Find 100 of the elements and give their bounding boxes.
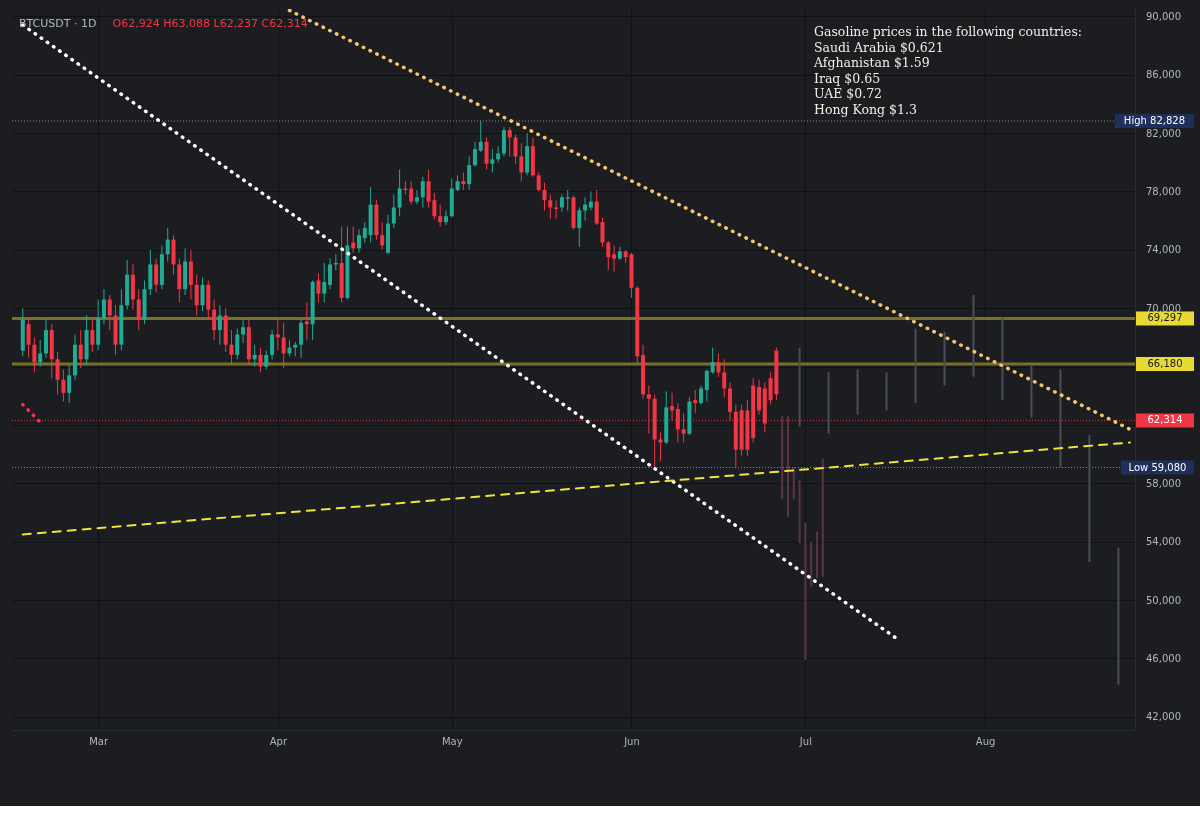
text: O62,924 H63,088 L62,237 C62,314 <box>112 17 308 30</box>
candlestick <box>322 262 327 303</box>
ref-line-label: 69,297 <box>1147 312 1183 324</box>
candlestick <box>26 317 31 359</box>
annotation: Iraq $0.65 <box>814 70 881 86</box>
candlestick <box>90 317 95 353</box>
candlestick <box>107 294 112 331</box>
candlestick <box>577 206 582 248</box>
y-tick-label: 90,000 <box>1146 10 1181 22</box>
annotation: Hong Kong $1.3 <box>814 102 917 117</box>
candlestick <box>821 458 824 577</box>
candlestick <box>612 244 617 273</box>
candlestick <box>200 277 205 312</box>
candlestick <box>217 304 222 346</box>
candlestick <box>1117 547 1120 685</box>
candlestick <box>194 274 199 316</box>
y-tick-label: 82,000 <box>1146 127 1181 139</box>
candlestick <box>78 329 83 369</box>
candlestick <box>270 329 275 360</box>
y-tick-label: 42,000 <box>1146 711 1181 723</box>
candlestick <box>357 228 362 254</box>
x-tick-label: Mar <box>89 735 109 747</box>
candlestick <box>55 351 60 395</box>
candlestick <box>264 350 269 370</box>
y-tick-label: 50,000 <box>1146 594 1181 606</box>
candlestick <box>409 180 414 206</box>
candlestick <box>1088 435 1091 563</box>
x-tick-label: Jul <box>798 735 812 747</box>
candlestick <box>362 221 367 244</box>
y-tick-label: 70,000 <box>1146 302 1181 314</box>
ref-line-label: 66,180 <box>1147 357 1183 369</box>
y-tick-label: 78,000 <box>1146 185 1181 197</box>
candlestick <box>443 209 448 226</box>
candlestick <box>1001 318 1004 401</box>
candlestick <box>519 142 524 182</box>
candlestick <box>693 389 698 414</box>
candlestick <box>397 169 402 217</box>
y-tick-label: 46,000 <box>1146 652 1181 664</box>
annotation: Saudi Arabia $0.621 <box>814 39 944 55</box>
candlestick <box>536 171 541 192</box>
candlestick <box>804 522 807 660</box>
candlestick <box>722 358 727 398</box>
candlestick <box>501 126 506 157</box>
candlestick <box>792 467 795 500</box>
candlestick <box>43 317 48 359</box>
candlestick <box>467 155 472 191</box>
candlestick <box>972 295 975 377</box>
x-tick-label: Jun <box>623 735 640 747</box>
candlestick <box>136 288 141 331</box>
candlestick <box>786 416 789 517</box>
candlestick <box>281 322 286 369</box>
candlestick <box>165 227 170 262</box>
candlestick <box>438 204 443 227</box>
candlestick <box>914 328 917 404</box>
candlestick <box>304 301 309 341</box>
annotation: UAE $0.72 <box>814 86 883 102</box>
candlestick <box>716 352 721 378</box>
candlestick <box>241 317 246 344</box>
y-tick-label: 86,000 <box>1146 69 1181 81</box>
candlestick <box>275 319 280 352</box>
ref-line-label: Low 59,080 <box>1128 461 1187 473</box>
candlestick <box>61 369 66 403</box>
candlestick <box>798 347 801 427</box>
y-tick-label: 74,000 <box>1146 244 1181 256</box>
candlestick <box>258 347 263 373</box>
ref-line-label: 62,314 <box>1147 414 1183 426</box>
candlestick <box>710 347 715 375</box>
candlestick <box>554 199 559 220</box>
candlestick <box>472 141 477 168</box>
x-tick-label: May <box>441 735 463 747</box>
ref-line-label: High 82,828 <box>1123 114 1186 126</box>
candlestick <box>943 331 946 386</box>
y-tick-label: 58,000 <box>1146 477 1181 489</box>
candlestick <box>1059 369 1062 468</box>
candlestick <box>212 298 217 341</box>
candlestick <box>316 272 321 303</box>
candlestick <box>478 120 483 153</box>
candlestick <box>380 221 385 251</box>
annotation: Afghanistan $1.59 <box>813 55 930 71</box>
candlestick <box>32 336 37 373</box>
candlestick <box>507 126 512 157</box>
candlestick <box>810 541 813 587</box>
candlestick <box>299 317 304 359</box>
candlestick <box>420 176 425 208</box>
candlestick <box>513 134 518 165</box>
candlestick <box>885 372 888 411</box>
candlestick <box>704 369 709 403</box>
annotation: Gasoline prices in the following countries: <box>814 24 1083 39</box>
candlestick <box>815 531 818 579</box>
candlestick <box>1030 365 1033 418</box>
candlestick <box>490 148 495 173</box>
candlestick <box>565 189 570 211</box>
candlestick <box>414 189 419 206</box>
candlestick <box>856 369 859 415</box>
candlestick <box>484 136 489 171</box>
candlestick <box>827 372 830 434</box>
candlestick <box>235 328 240 360</box>
candlestick <box>391 193 396 229</box>
candlestick <box>548 193 553 220</box>
candlestick <box>67 364 72 404</box>
